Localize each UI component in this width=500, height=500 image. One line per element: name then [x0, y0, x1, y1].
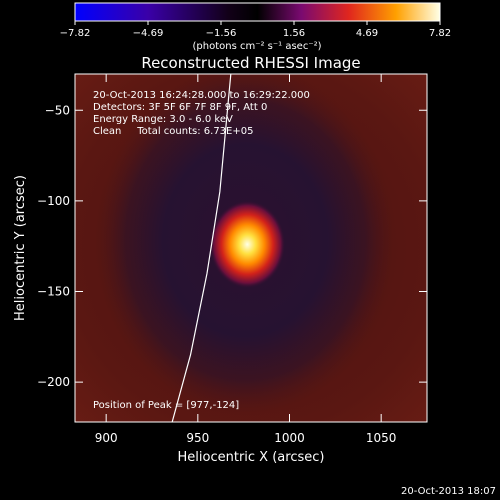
colorbar-tick-label: −7.82: [60, 28, 91, 39]
y-tick-label: −100: [37, 194, 70, 208]
y-tick-label: −50: [45, 103, 70, 117]
info-time-range: 20-Oct-2013 16:24:28.000 to 16:29:22.000: [93, 90, 310, 101]
y-axis-label: Heliocentric Y (arcsec): [13, 175, 28, 321]
x-tick-label: 1050: [366, 431, 397, 445]
info-energy-range: Energy Range: 3.0 - 6.0 keV: [93, 114, 233, 125]
footer-timestamp: 20-Oct-2013 18:07: [401, 486, 496, 497]
x-axis-ticks: 900 950 1000 1050: [95, 74, 397, 445]
colorbar-tick-label: 1.56: [283, 28, 305, 39]
y-tick-label: −150: [37, 285, 70, 299]
colorbar-ticks: −7.82 −4.69 −1.56 1.56 4.69 7.82: [60, 21, 451, 39]
info-clean-counts: Clean Total counts: 6.73E+05: [93, 126, 253, 137]
colorbar-unit-label: (photons cm⁻² s⁻¹ asec⁻²): [192, 41, 321, 52]
peak-position-label: Position of Peak = [977,-124]: [93, 400, 239, 411]
heatmap-peak-source: [209, 200, 286, 289]
x-axis-label: Heliocentric X (arcsec): [178, 450, 325, 465]
colorbar: [74, 2, 441, 22]
chart-title: Reconstructed RHESSI Image: [141, 54, 360, 72]
colorbar-tick-label: 4.69: [356, 28, 378, 39]
colorbar-tick-label: −4.69: [133, 28, 164, 39]
colorbar-tick-label: −1.56: [206, 28, 237, 39]
y-tick-label: −200: [37, 375, 70, 389]
info-detectors: Detectors: 3F 5F 6F 7F 8F 9F, Att 0: [93, 102, 267, 113]
x-tick-label: 900: [95, 431, 118, 445]
colorbar-tick-label: 7.82: [429, 28, 451, 39]
x-tick-label: 950: [186, 431, 209, 445]
plot-frame: [74, 73, 428, 423]
solar-limb-curve: [171, 74, 232, 422]
heatmap-image: [75, 74, 427, 422]
x-tick-label: 1000: [274, 431, 305, 445]
y-axis-ticks: −50 −100 −150 −200: [37, 103, 427, 389]
